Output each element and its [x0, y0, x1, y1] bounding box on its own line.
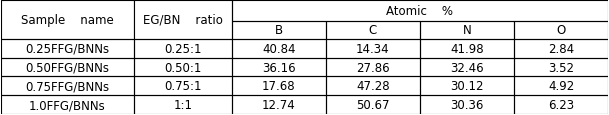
Text: 4.92: 4.92 [548, 80, 574, 93]
Bar [231, 58, 326, 77]
Text: 0.75FFG/BNNs: 0.75FFG/BNNs [26, 80, 110, 93]
Text: 14.34: 14.34 [356, 42, 390, 55]
Text: 41.98: 41.98 [450, 42, 484, 55]
Text: N: N [463, 24, 471, 37]
Bar [420, 58, 514, 77]
Bar [420, 96, 514, 114]
Bar [326, 22, 420, 39]
Text: 0.50FFG/BNNs: 0.50FFG/BNNs [26, 61, 110, 74]
Text: 47.28: 47.28 [356, 80, 390, 93]
Bar [326, 39, 420, 58]
Text: 40.84: 40.84 [262, 42, 295, 55]
Text: 0.25FFG/BNNs: 0.25FFG/BNNs [26, 42, 110, 55]
Bar [135, 39, 231, 58]
Text: C: C [368, 24, 377, 37]
Text: 32.46: 32.46 [450, 61, 484, 74]
Text: EG/BN    ratio: EG/BN ratio [143, 14, 223, 26]
Text: 0.25:1: 0.25:1 [164, 42, 202, 55]
Bar [1, 77, 135, 96]
Text: 12.74: 12.74 [262, 98, 295, 111]
Bar [135, 96, 231, 114]
Bar [420, 77, 514, 96]
Bar [326, 96, 420, 114]
Bar [420, 22, 514, 39]
Text: 1:1: 1:1 [174, 98, 192, 111]
Text: 6.23: 6.23 [548, 98, 574, 111]
Bar [135, 1, 231, 39]
Text: Atomic    %: Atomic % [387, 5, 454, 18]
Text: 3.52: 3.52 [548, 61, 574, 74]
Bar [1, 39, 135, 58]
Text: Sample    name: Sample name [21, 14, 114, 26]
Text: 2.84: 2.84 [548, 42, 574, 55]
Bar [514, 58, 608, 77]
Bar [420, 39, 514, 58]
Bar [326, 58, 420, 77]
Text: 50.67: 50.67 [356, 98, 390, 111]
Text: O: O [557, 24, 566, 37]
Text: 30.36: 30.36 [450, 98, 484, 111]
Bar [231, 1, 608, 22]
Bar [326, 77, 420, 96]
Text: 27.86: 27.86 [356, 61, 390, 74]
Text: 0.50:1: 0.50:1 [164, 61, 202, 74]
Bar [1, 58, 135, 77]
Text: 1.0FFG/BNNs: 1.0FFG/BNNs [29, 98, 106, 111]
Bar [1, 1, 135, 39]
Bar [231, 39, 326, 58]
Text: 17.68: 17.68 [262, 80, 295, 93]
Bar [135, 77, 231, 96]
Bar [514, 77, 608, 96]
Bar [231, 77, 326, 96]
Bar [514, 96, 608, 114]
Bar [231, 96, 326, 114]
Bar [1, 96, 135, 114]
Bar [231, 22, 326, 39]
Bar [135, 58, 231, 77]
Bar [514, 39, 608, 58]
Text: 0.75:1: 0.75:1 [164, 80, 202, 93]
Text: 30.12: 30.12 [450, 80, 484, 93]
Text: 36.16: 36.16 [262, 61, 295, 74]
Text: B: B [275, 24, 283, 37]
Bar [514, 22, 608, 39]
